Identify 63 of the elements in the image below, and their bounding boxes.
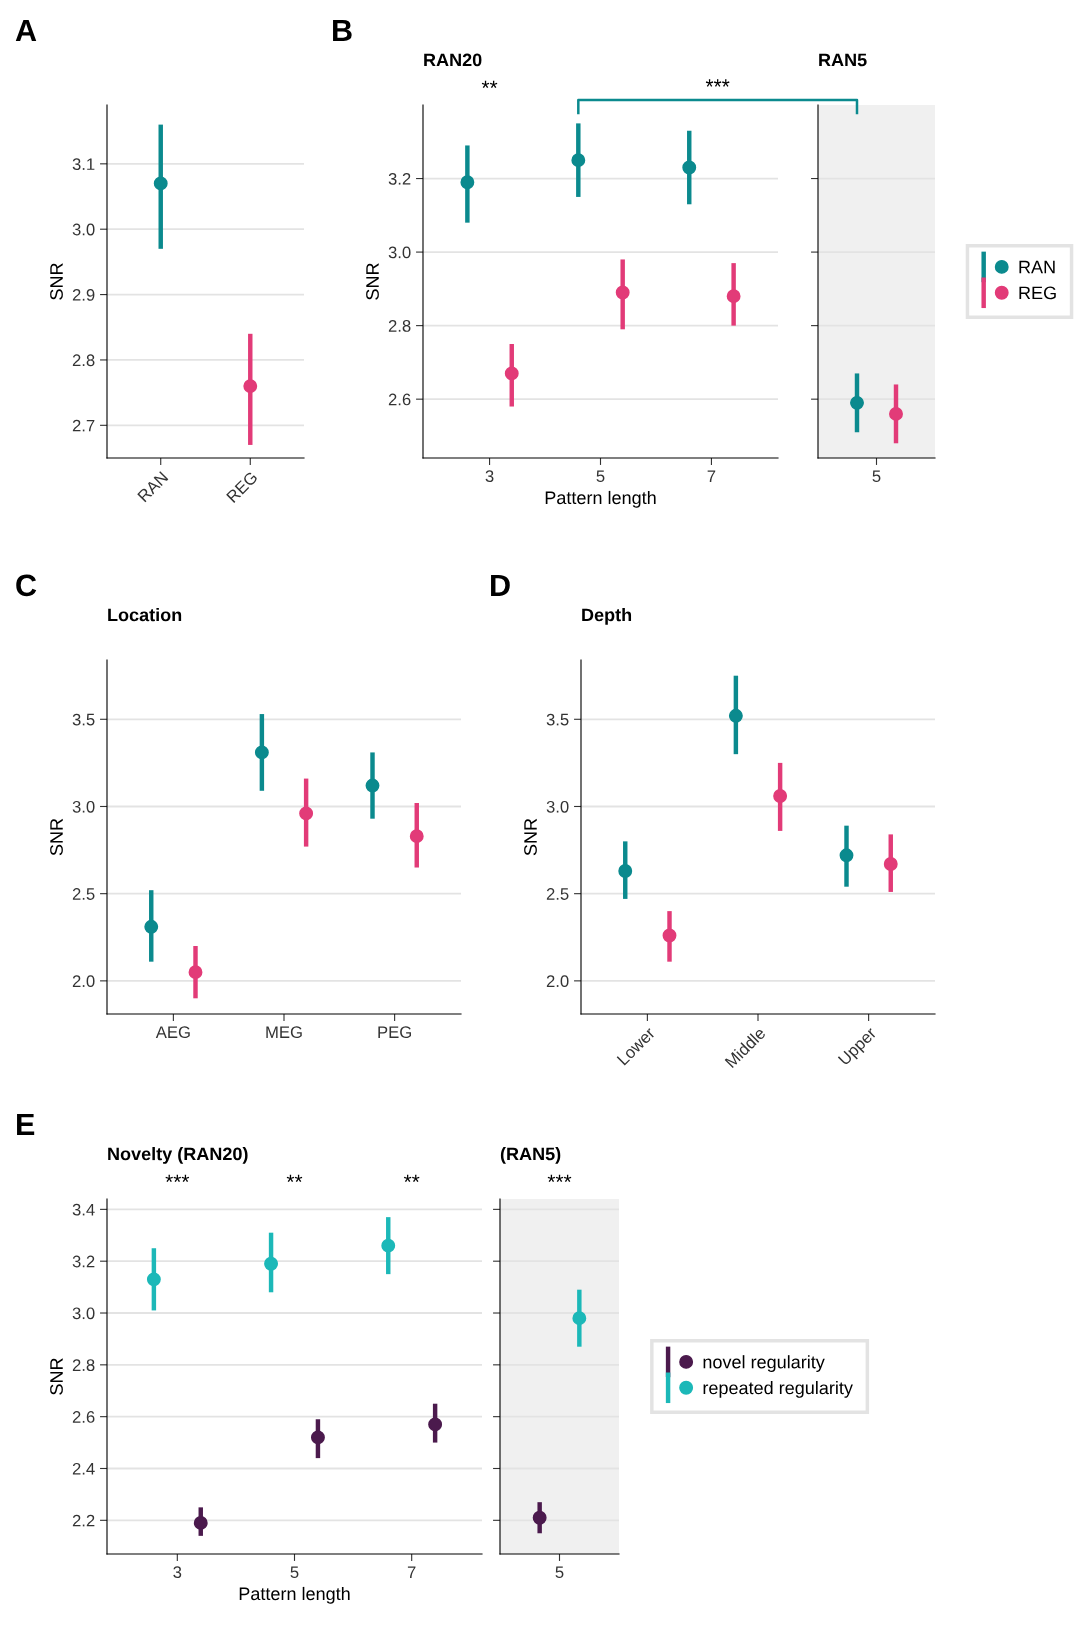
y-tick-label: 2.7 — [72, 419, 95, 432]
text: D — [491, 574, 510, 596]
text: ** — [286, 1174, 303, 1183]
y-tick-label: 2.4 — [72, 1462, 95, 1475]
chart-title: Location — [108, 608, 182, 622]
y-tick-label: 3.5 — [546, 713, 569, 726]
chart-title: RAN5 — [819, 53, 867, 67]
y-tick-label: 2.6 — [388, 393, 411, 406]
y-tick-label: 2.9 — [72, 288, 95, 301]
y-tick-label: 2.5 — [72, 888, 95, 900]
y-tick-label: 2.0 — [546, 975, 569, 988]
x-tick-label: 7 — [407, 1566, 416, 1578]
x-tick-label: AEG — [155, 1026, 190, 1039]
x-tick-label: 5 — [290, 1566, 299, 1579]
y-tick-label: 3.0 — [546, 800, 569, 813]
y-tick-label: 3.0 — [72, 1307, 95, 1320]
y-tick-label: 3.0 — [72, 800, 95, 813]
y-tick-label: 3.4 — [72, 1203, 95, 1216]
y-tick-label: 3.0 — [388, 246, 411, 259]
y-tick-label: 2.0 — [72, 975, 95, 988]
y-tick-label: 3.2 — [388, 172, 411, 185]
chart-title: Novelty (RAN20) — [108, 1147, 248, 1164]
legend-label: RAN — [1019, 260, 1055, 274]
y-axis-title: SNR — [50, 263, 63, 300]
text: B — [333, 19, 352, 41]
y-axis-title: SNR — [366, 263, 379, 300]
text: *** — [165, 1174, 190, 1183]
y-tick-label: 3.1 — [72, 158, 95, 171]
y-tick-label: 2.6 — [72, 1411, 95, 1423]
x-tick-label: PEG — [378, 1026, 411, 1039]
text: *** — [547, 1174, 572, 1183]
x-tick-label: 7 — [707, 470, 716, 482]
y-tick-label: 2.8 — [72, 354, 95, 367]
x-tick-label: 3 — [485, 470, 494, 483]
text: ** — [481, 80, 498, 89]
chart-title: RAN20 — [424, 53, 482, 67]
text: *** — [705, 79, 730, 87]
x-tick-label: 3 — [173, 1566, 182, 1579]
y-tick-label: 2.5 — [546, 888, 569, 900]
y-axis-title: SNR — [524, 818, 537, 856]
x-axis-title: Pattern length — [239, 1586, 350, 1604]
x-tick-label: 5 — [555, 1566, 564, 1579]
x-tick-label: 5 — [596, 470, 605, 483]
x-axis-title: Pattern length — [545, 490, 656, 508]
text: ** — [403, 1174, 420, 1183]
chart-title: (RAN5) — [500, 1147, 561, 1164]
y-axis-title: SNR — [50, 818, 63, 856]
legend-label: repeated regularity — [703, 1381, 853, 1398]
y-axis-title: SNR — [50, 1358, 63, 1395]
y-tick-label: 2.8 — [72, 1359, 95, 1372]
x-tick-label: 5 — [872, 470, 881, 483]
y-tick-label: 3.5 — [72, 713, 95, 726]
text: C — [16, 574, 37, 597]
y-tick-label: 2.2 — [72, 1514, 95, 1527]
text: A — [15, 19, 37, 41]
text: E — [17, 1113, 35, 1135]
legend-label: novel regularity — [703, 1355, 825, 1372]
x-tick-label: MEG — [266, 1026, 302, 1039]
y-tick-label: 3.2 — [72, 1255, 95, 1268]
chart-title: Depth — [582, 608, 632, 625]
y-tick-label: 2.8 — [388, 320, 411, 332]
y-tick-label: 3.0 — [72, 223, 95, 236]
legend-label: REG — [1019, 286, 1056, 300]
